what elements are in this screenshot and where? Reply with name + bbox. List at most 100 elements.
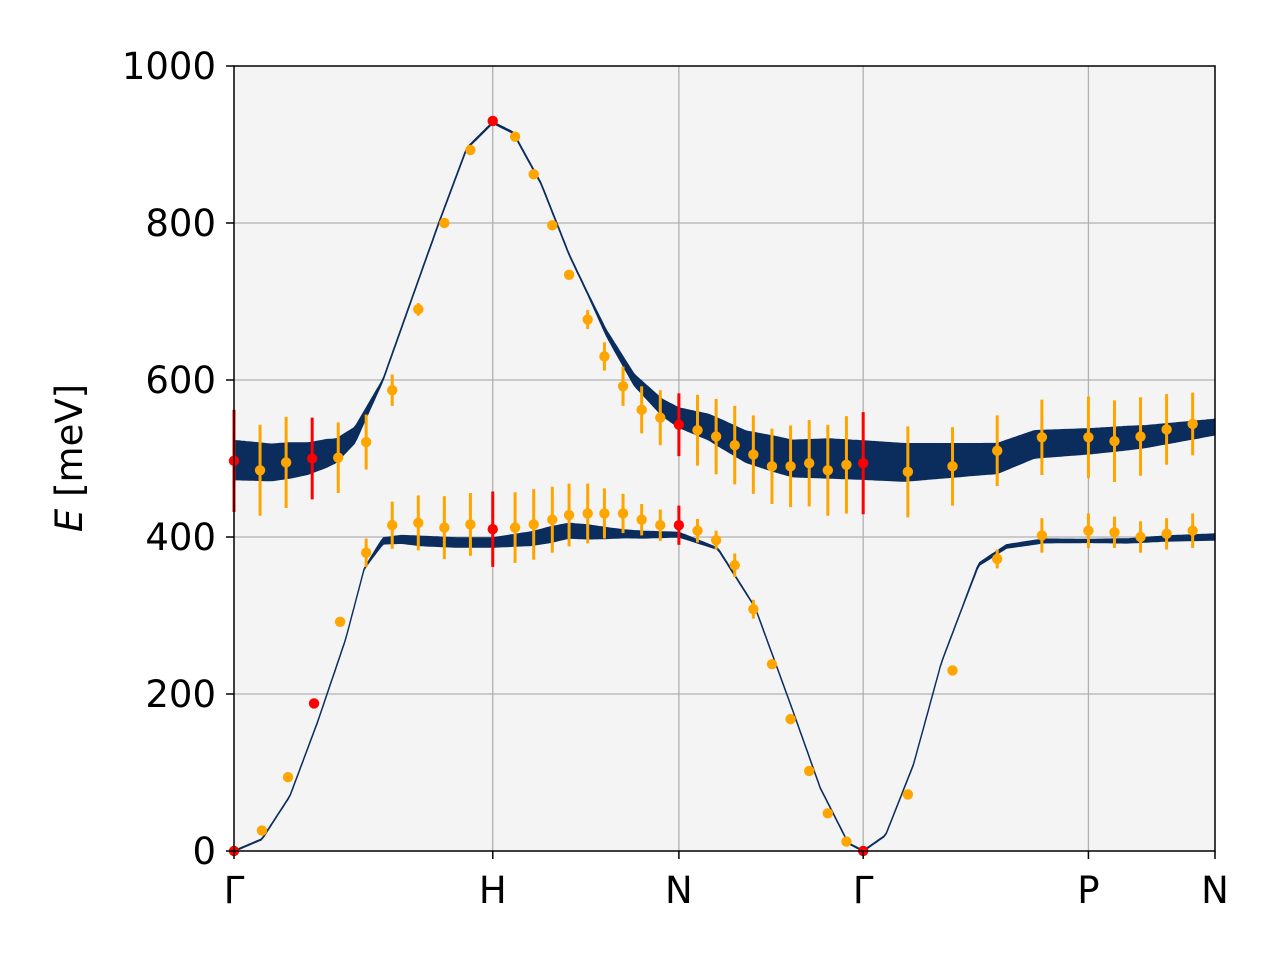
point-marker — [334, 616, 346, 627]
point-marker — [547, 220, 558, 231]
data-point — [599, 488, 610, 539]
point-marker — [256, 825, 268, 836]
point-marker — [992, 553, 1003, 565]
x-tick-label: N — [1201, 869, 1229, 912]
plot-background — [234, 66, 1215, 851]
data-point — [617, 493, 629, 534]
point-marker — [509, 522, 521, 533]
point-marker — [636, 514, 647, 525]
point-marker — [655, 520, 666, 531]
y-tick-label: 800 — [145, 202, 216, 245]
data-point — [655, 509, 666, 541]
data-point — [748, 599, 759, 619]
data-point — [1187, 392, 1198, 456]
point-marker — [582, 314, 593, 325]
point-marker — [1161, 528, 1172, 540]
data-point — [256, 825, 268, 836]
point-marker — [947, 665, 958, 676]
point-marker — [748, 449, 759, 460]
data-point — [439, 217, 450, 229]
point-marker — [547, 514, 558, 525]
data-point — [333, 422, 344, 494]
point-marker — [282, 772, 294, 783]
point-marker — [387, 385, 398, 396]
data-point — [306, 417, 318, 500]
data-point — [729, 405, 740, 485]
point-marker — [1135, 531, 1146, 543]
data-point — [439, 496, 450, 559]
data-point — [582, 483, 593, 544]
data-point — [617, 366, 629, 406]
data-point — [729, 553, 740, 578]
point-marker — [413, 304, 424, 315]
data-point — [1083, 513, 1094, 548]
plot-frame — [233, 65, 1216, 852]
data-point — [673, 393, 685, 457]
point-marker — [803, 458, 815, 469]
y-axis-label: E [meV] — [48, 384, 91, 532]
point-marker — [465, 519, 476, 530]
point-marker — [766, 461, 778, 472]
data-point — [655, 390, 666, 446]
data-point — [1109, 516, 1120, 548]
point-marker — [333, 452, 344, 463]
data-point — [803, 765, 815, 777]
point-marker — [1036, 432, 1048, 443]
data-point — [254, 424, 266, 516]
x-tick-label: P — [1077, 869, 1099, 912]
data-point — [509, 492, 521, 563]
point-marker — [822, 465, 834, 476]
point-marker — [528, 519, 539, 530]
point-marker — [387, 520, 398, 531]
point-marker — [748, 604, 759, 615]
data-point — [803, 420, 815, 507]
point-marker — [1083, 525, 1094, 536]
data-point — [992, 415, 1003, 486]
data-point — [487, 491, 498, 567]
data-point — [528, 489, 539, 560]
point-marker — [1083, 432, 1094, 443]
point-marker — [509, 131, 521, 142]
data-point — [785, 713, 796, 725]
data-point — [413, 495, 424, 551]
point-marker — [710, 431, 722, 442]
data-point — [360, 538, 372, 567]
point-marker — [1109, 527, 1120, 538]
data-point — [710, 530, 722, 550]
data-point — [387, 501, 398, 549]
point-marker — [692, 425, 703, 436]
data-point — [547, 220, 558, 231]
point-marker — [992, 445, 1003, 456]
point-marker — [636, 404, 647, 416]
data-point — [528, 169, 539, 180]
data-point — [902, 426, 914, 518]
point-marker — [254, 465, 266, 476]
x-tick-label: H — [479, 869, 507, 912]
point-marker — [841, 836, 852, 847]
data-point — [857, 412, 869, 515]
data-point — [947, 427, 958, 506]
data-point — [387, 374, 398, 406]
point-marker — [617, 381, 629, 392]
data-point — [360, 414, 372, 470]
point-marker — [308, 698, 320, 709]
point-marker — [729, 439, 740, 451]
data-point — [947, 665, 958, 676]
data-point — [1083, 396, 1094, 479]
point-marker — [599, 351, 610, 362]
point-marker — [582, 508, 593, 519]
data-point — [822, 424, 834, 516]
data-point — [766, 658, 778, 670]
point-marker — [306, 453, 318, 464]
point-marker — [902, 466, 914, 478]
data-points — [228, 115, 1198, 857]
point-marker — [785, 713, 796, 725]
data-point — [308, 698, 320, 709]
point-marker — [563, 269, 575, 281]
point-marker — [710, 534, 722, 546]
data-point — [563, 269, 575, 281]
data-point — [487, 115, 498, 127]
data-point — [841, 836, 852, 847]
point-marker — [1036, 530, 1048, 541]
y-axis-label-variable: E — [48, 508, 91, 532]
